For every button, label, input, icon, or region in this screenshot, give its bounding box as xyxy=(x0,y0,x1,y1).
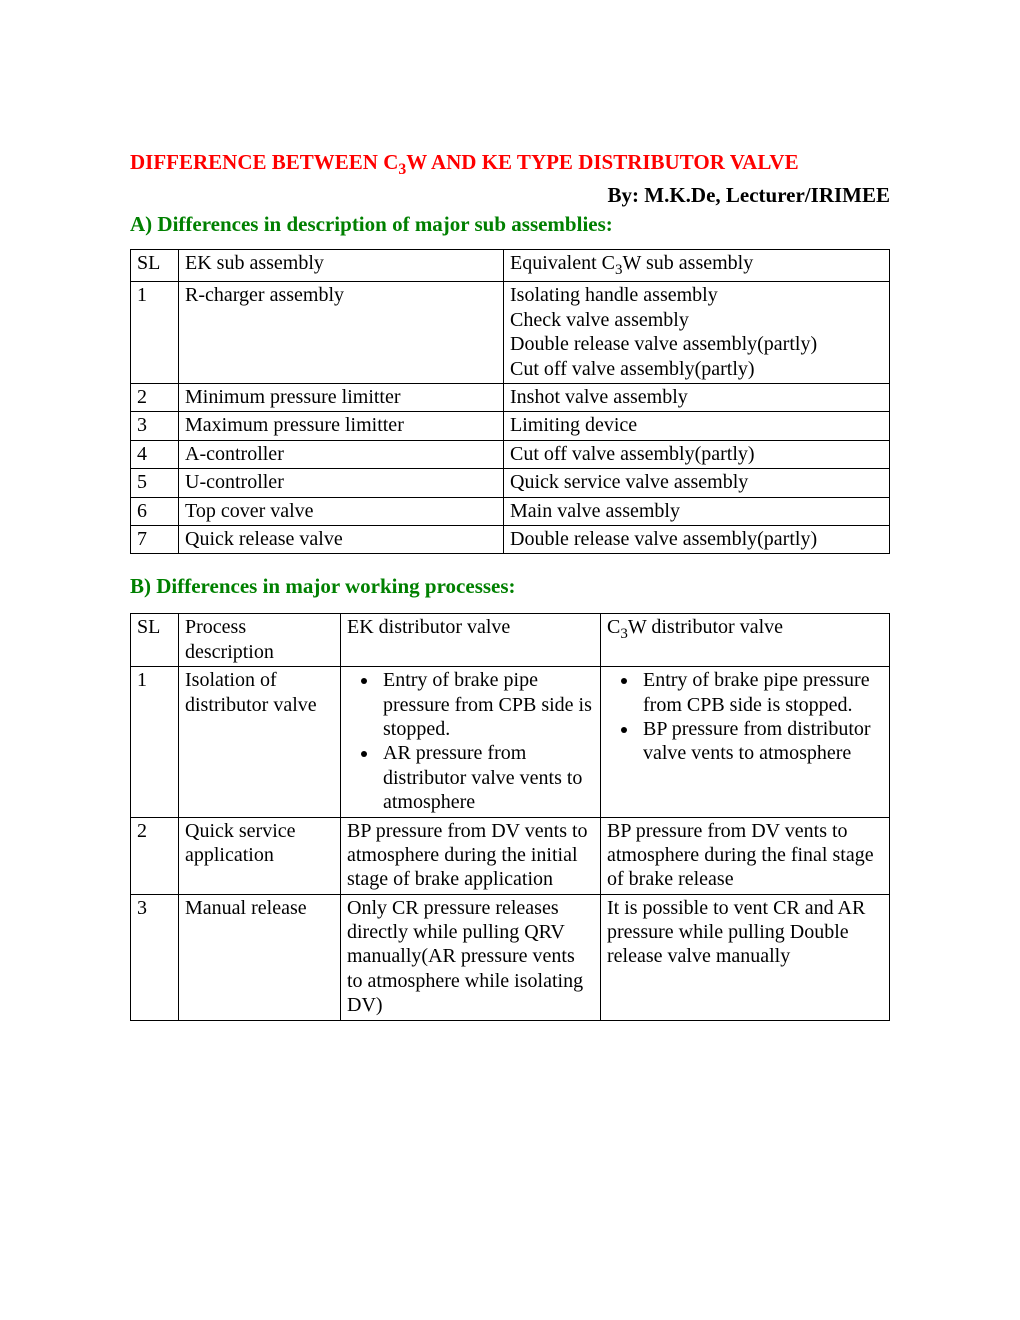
cell-proc: Quick service application xyxy=(179,817,341,894)
table-row: SL EK sub assembly Equivalent C3W sub as… xyxy=(131,250,890,282)
cell-sl: 5 xyxy=(131,469,179,497)
table-b-head-cw: C3W distributor valve xyxy=(601,614,890,667)
list-item: Entry of brake pipe pressure from CPB si… xyxy=(379,668,594,741)
cell-sl: 4 xyxy=(131,440,179,468)
table-b-head-proc: Process description xyxy=(179,614,341,667)
cell-cw: Quick service valve assembly xyxy=(504,469,890,497)
cell-sl: 1 xyxy=(131,282,179,384)
cell-cw: Entry of brake pipe pressure from CPB si… xyxy=(601,667,890,817)
section-b-heading: B) Differences in major working processe… xyxy=(130,574,890,599)
cell-sl: 7 xyxy=(131,526,179,554)
table-row: 2Quick service applicationBP pressure fr… xyxy=(131,817,890,894)
table-row: 6Top cover valveMain valve assembly xyxy=(131,497,890,525)
table-row: 1R-charger assemblyIsolating handle asse… xyxy=(131,282,890,384)
title-pre: DIFFERENCE BETWEEN C xyxy=(130,150,398,174)
table-a-head-ek: EK sub assembly xyxy=(179,250,504,282)
cell-sl: 1 xyxy=(131,667,179,817)
title-post: W AND KE TYPE DISTRIBUTOR VALVE xyxy=(406,150,798,174)
table-row: 1Isolation of distributor valve Entry of … xyxy=(131,667,890,817)
table-b-head-sl: SL xyxy=(131,614,179,667)
table-row: 3Manual releaseOnly CR pressure releases… xyxy=(131,894,890,1020)
table-b: SL Process description EK distributor va… xyxy=(130,613,890,1020)
cell-ek: Only CR pressure releases directly while… xyxy=(341,894,601,1020)
table-a-head-cw: Equivalent C3W sub assembly xyxy=(504,250,890,282)
cell-cw: It is possible to vent CR and AR pressur… xyxy=(601,894,890,1020)
cell-sl: 6 xyxy=(131,497,179,525)
cell-ek: Maximum pressure limitter xyxy=(179,412,504,440)
byline: By: M.K.De, Lecturer/IRIMEE xyxy=(130,183,890,208)
cell-sl: 2 xyxy=(131,817,179,894)
cell-proc: Isolation of distributor valve xyxy=(179,667,341,817)
cell-ek: Top cover valve xyxy=(179,497,504,525)
cell-ek: Minimum pressure limitter xyxy=(179,384,504,412)
cell-proc: Manual release xyxy=(179,894,341,1020)
table-row: 3Maximum pressure limitterLimiting devic… xyxy=(131,412,890,440)
table-b-head-ek: EK distributor valve xyxy=(341,614,601,667)
cell-ek: Entry of brake pipe pressure from CPB si… xyxy=(341,667,601,817)
page-title: DIFFERENCE BETWEEN C3W AND KE TYPE DISTR… xyxy=(130,150,890,179)
cell-sl: 2 xyxy=(131,384,179,412)
cell-ek: U-controller xyxy=(179,469,504,497)
document-page: DIFFERENCE BETWEEN C 3 W AND KE TYPE DISTR… xyxy=(0,0,1020,1021)
cell-sl: 3 xyxy=(131,894,179,1020)
list-item: Entry of brake pipe pressure from CPB si… xyxy=(639,668,883,717)
table-row: SL Process description EK distributor va… xyxy=(131,614,890,667)
cell-cw: BP pressure from DV vents to atmosphere … xyxy=(601,817,890,894)
table-a: SL EK sub assembly Equivalent C3W sub as… xyxy=(130,249,890,554)
cell-ek: A-controller xyxy=(179,440,504,468)
cell-sl: 3 xyxy=(131,412,179,440)
table-row: 2Minimum pressure limitterInshot valve a… xyxy=(131,384,890,412)
cell-cw: Limiting device xyxy=(504,412,890,440)
table-row: 4A-controllerCut off valve assembly(part… xyxy=(131,440,890,468)
list-item: AR pressure from distributor valve vents… xyxy=(379,741,594,814)
cell-ek: R-charger assembly xyxy=(179,282,504,384)
table-a-head-sl: SL xyxy=(131,250,179,282)
section-a-heading: A) Differences in description of major s… xyxy=(130,212,890,237)
cell-cw: Cut off valve assembly(partly) xyxy=(504,440,890,468)
cell-cw: Main valve assembly xyxy=(504,497,890,525)
cell-ek: BP pressure from DV vents to atmosphere … xyxy=(341,817,601,894)
cell-cw: Double release valve assembly(partly) xyxy=(504,526,890,554)
cell-cw: Isolating handle assemblyCheck valve ass… xyxy=(504,282,890,384)
table-row: 5U-controllerQuick service valve assembl… xyxy=(131,469,890,497)
table-row: 7Quick release valveDouble release valve… xyxy=(131,526,890,554)
cell-ek: Quick release valve xyxy=(179,526,504,554)
cell-cw: Inshot valve assembly xyxy=(504,384,890,412)
list-item: BP pressure from distributor valve vents… xyxy=(639,717,883,766)
